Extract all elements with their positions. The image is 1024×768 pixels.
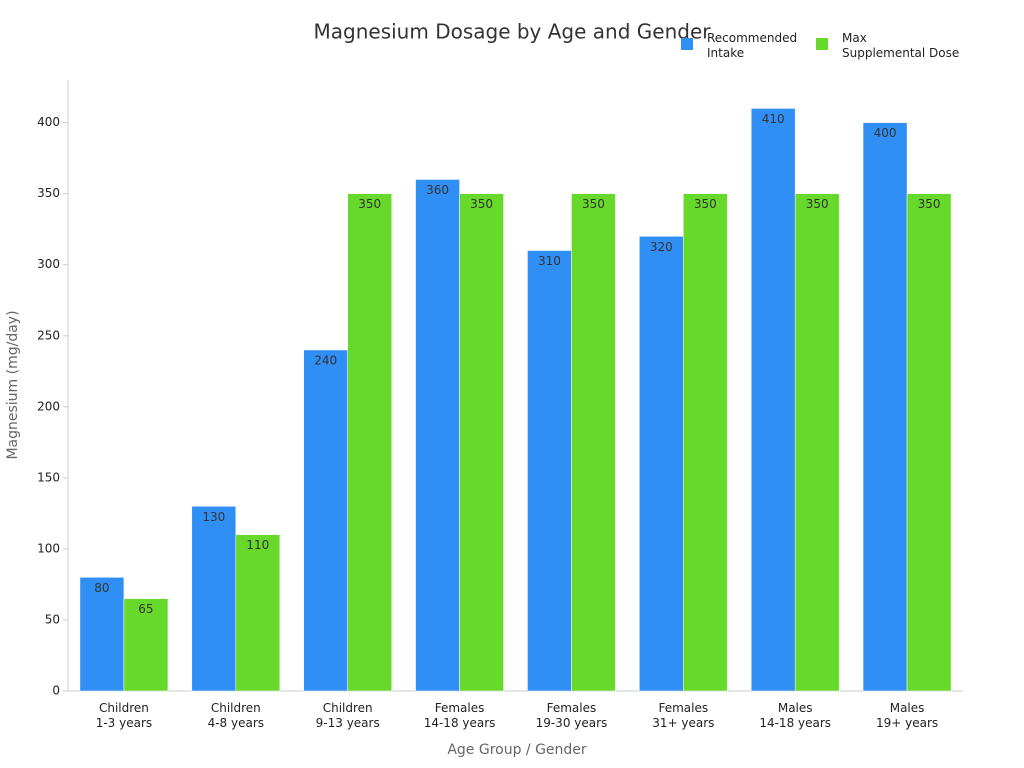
value-label: 320 (650, 240, 673, 254)
value-label: 65 (138, 602, 153, 616)
y-tick-label: 150 (37, 470, 60, 484)
y-tick-label: 100 (37, 541, 60, 555)
legend-label: Max Supplemental Dose (842, 31, 959, 60)
bar (191, 506, 237, 692)
bar (639, 236, 684, 692)
legend-swatch (816, 38, 828, 50)
y-tick-label: 250 (37, 328, 60, 342)
y-tick-label: 400 (37, 115, 60, 129)
bar (750, 108, 796, 692)
y-axis-label: Magnesium (mg/day) (5, 310, 21, 459)
x-axis-label: Age Group / Gender (447, 742, 587, 758)
y-tick-label: 200 (37, 399, 60, 413)
bar (571, 193, 616, 692)
bar (862, 122, 908, 692)
x-tick-label: Females 19-30 years (536, 701, 608, 730)
bar (123, 598, 169, 692)
bar (459, 193, 504, 692)
legend-label: Recommended Intake (707, 31, 797, 60)
value-label: 350 (918, 197, 941, 211)
x-tick-label: Females 14-18 years (424, 701, 496, 730)
value-label: 350 (470, 197, 493, 211)
value-label: 110 (246, 538, 269, 552)
value-label: 240 (314, 353, 337, 367)
bar (347, 193, 392, 692)
bar (235, 534, 281, 692)
x-tick-label: Children 1-3 years (96, 701, 152, 730)
value-label: 360 (426, 183, 449, 197)
x-tick-label: Females 31+ years (652, 701, 714, 730)
bar (79, 577, 125, 692)
y-tick-label: 300 (37, 257, 60, 271)
y-tick-label: 50 (45, 612, 60, 626)
bar (303, 349, 348, 692)
bar (415, 179, 460, 692)
x-tick-label: Males 19+ years (876, 701, 938, 730)
bar (683, 193, 728, 692)
y-tick-label: 0 (52, 684, 60, 698)
value-label: 400 (874, 126, 897, 140)
value-label: 350 (694, 197, 717, 211)
y-tick-label: 350 (37, 186, 60, 200)
chart-title: Magnesium Dosage by Age and Gender (314, 20, 712, 44)
bar (906, 193, 952, 692)
value-label: 350 (806, 197, 829, 211)
value-label: 350 (582, 197, 605, 211)
bar (527, 250, 572, 692)
value-label: 80 (94, 581, 109, 595)
x-tick-label: Males 14-18 years (759, 701, 831, 730)
value-label: 310 (538, 254, 561, 268)
bar (794, 193, 840, 692)
x-tick-label: Children 4-8 years (208, 701, 264, 730)
value-label: 350 (358, 197, 381, 211)
value-label: 410 (762, 112, 785, 126)
legend-swatch (681, 38, 693, 50)
x-tick-label: Children 9-13 years (316, 701, 380, 730)
value-label: 130 (202, 510, 225, 524)
